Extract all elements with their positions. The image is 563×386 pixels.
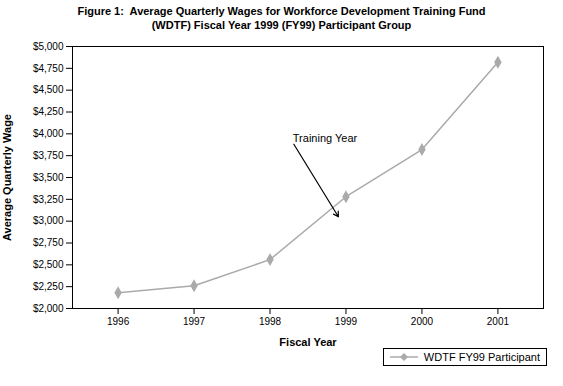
svg-text:1998: 1998 <box>259 316 282 327</box>
svg-text:1997: 1997 <box>183 316 206 327</box>
html-text:Figure 1: Average Quarterly Wa: Figure 1: Average Quarterly Wages for Wo… <box>77 5 486 31</box>
svg-text:$4,750: $4,750 <box>33 63 64 74</box>
svg-text:$4,000: $4,000 <box>33 128 64 139</box>
svg-text:$4,500: $4,500 <box>33 84 64 95</box>
svg-text:$2,750: $2,750 <box>33 237 64 248</box>
svg-text:$2,250: $2,250 <box>33 281 64 292</box>
svg-text:Training Year: Training Year <box>293 132 358 144</box>
svg-text:$2,000: $2,000 <box>33 303 64 314</box>
svg-text:$3,250: $3,250 <box>33 194 64 205</box>
svg-text:$4,250: $4,250 <box>33 106 64 117</box>
svg-text:$3,750: $3,750 <box>33 150 64 161</box>
svg-text:Average Quarterly Wage: Average Quarterly Wage <box>1 114 13 241</box>
svg-text:1999: 1999 <box>335 316 358 327</box>
svg-text:$5,000: $5,000 <box>33 41 64 52</box>
svg-text:Fiscal Year: Fiscal Year <box>279 336 337 348</box>
svg-text:2001: 2001 <box>487 316 510 327</box>
svg-text:$3,000: $3,000 <box>33 215 64 226</box>
svg-text:$2,500: $2,500 <box>33 259 64 270</box>
svg-text:$3,500: $3,500 <box>33 172 64 183</box>
svg-text:1996: 1996 <box>107 316 130 327</box>
html-text:WDTF FY99 Participant: WDTF FY99 Participant <box>423 351 540 363</box>
svg-text:2000: 2000 <box>411 316 434 327</box>
